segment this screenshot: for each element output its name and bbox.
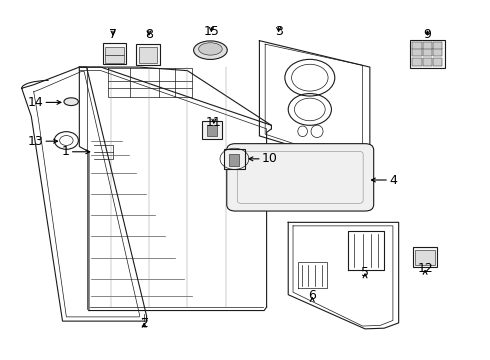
Text: 8: 8 (145, 28, 153, 41)
Text: 4: 4 (389, 174, 397, 186)
Text: 2: 2 (140, 317, 148, 330)
Ellipse shape (198, 43, 222, 55)
Bar (137, 44, 160, 65)
FancyBboxPatch shape (227, 144, 374, 211)
Text: 1: 1 (62, 145, 70, 158)
Bar (103, 43, 126, 64)
Text: 6: 6 (308, 289, 316, 302)
Bar (229, 154, 240, 166)
Text: 9: 9 (423, 28, 431, 41)
Text: 11: 11 (206, 117, 221, 130)
Bar (139, 47, 157, 63)
Bar (423, 58, 432, 66)
Bar (423, 41, 432, 49)
Bar (433, 41, 442, 49)
Bar (410, 40, 445, 68)
Text: 14: 14 (27, 96, 43, 109)
Bar (416, 250, 435, 265)
Ellipse shape (194, 41, 227, 59)
Bar (104, 55, 124, 63)
Bar (202, 121, 222, 139)
Bar (433, 58, 442, 66)
Text: 3: 3 (275, 25, 283, 38)
Text: 5: 5 (361, 266, 369, 279)
Text: 13: 13 (27, 135, 43, 148)
Bar (433, 48, 442, 56)
Text: 15: 15 (203, 25, 220, 38)
Text: 7: 7 (109, 28, 117, 41)
Bar (104, 48, 124, 55)
Bar (412, 58, 421, 66)
Text: 10: 10 (262, 152, 278, 165)
Ellipse shape (64, 98, 78, 105)
Bar (413, 247, 437, 267)
Bar (224, 149, 245, 168)
Bar (207, 126, 218, 136)
Bar (412, 48, 421, 56)
Text: 12: 12 (417, 262, 433, 275)
Bar (412, 41, 421, 49)
Bar (423, 48, 432, 56)
